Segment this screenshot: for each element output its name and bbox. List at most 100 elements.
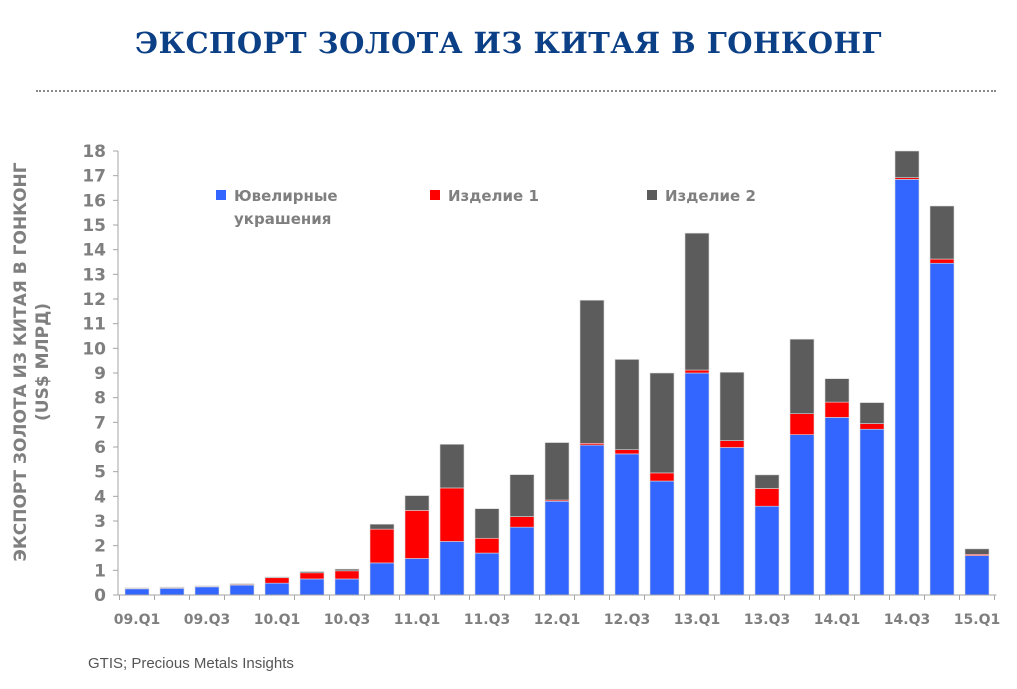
legend-label-2: Изделие 1 [448, 187, 539, 205]
bar-10.Q2-series-1 [299, 578, 325, 596]
bar-12.Q4-series-3 [649, 372, 675, 474]
bar-14.Q3-series-3 [894, 150, 920, 178]
bar-09.Q2-series-1 [159, 588, 185, 596]
x-tick-label: 10.Q1 [254, 612, 300, 628]
legend-swatch-3 [647, 190, 657, 200]
bar-12.Q3-series-1 [614, 453, 640, 596]
x-tick-label: 11.Q3 [464, 612, 510, 628]
y-tick-label: 16 [82, 191, 106, 211]
bar-11.Q4-series-2 [509, 516, 535, 528]
x-tick-label: 09.Q3 [184, 612, 230, 628]
x-tick-label: 15.Q1 [954, 612, 1000, 628]
x-tick-label: 09.Q1 [114, 612, 160, 628]
bar-10.Q3-series-2 [334, 570, 360, 580]
bar-14.Q1-series-3 [824, 378, 850, 403]
y-tick-label: 14 [82, 241, 106, 261]
y-tick-label: 5 [94, 463, 106, 483]
bar-13.Q1-series-1 [684, 372, 710, 596]
bar-13.Q4-series-2 [789, 413, 815, 435]
bar-11.Q3-series-3 [474, 508, 500, 539]
bars-group [124, 150, 990, 596]
bar-12.Q2-series-3 [579, 299, 605, 444]
y-tick-label: 9 [94, 364, 106, 384]
bar-12.Q4-series-2 [649, 472, 675, 482]
bar-13.Q2-series-2 [719, 440, 745, 448]
y-tick-label: 8 [94, 389, 106, 409]
y-tick-label: 13 [82, 265, 106, 285]
bar-14.Q4-series-1 [929, 262, 955, 596]
bar-11.Q2-series-2 [439, 487, 465, 542]
y-axis-label-line1: ЭКСПОРТ ЗОЛОТА ИЗ КИТАЯ В ГОНКОНГ [11, 162, 31, 561]
bar-13.Q4-series-3 [789, 338, 815, 414]
bar-12.Q2-series-1 [579, 444, 605, 596]
y-tick-label: 17 [82, 167, 106, 187]
bar-13.Q1-series-3 [684, 232, 710, 371]
bar-11.Q3-series-1 [474, 552, 500, 596]
bar-10.Q4-series-3 [369, 523, 395, 530]
bar-12.Q1-series-1 [544, 500, 570, 596]
legend-label-1: Ювелирные [234, 187, 338, 205]
bar-12.Q3-series-2 [614, 449, 640, 455]
x-tick-label: 14.Q3 [884, 612, 930, 628]
legend: Ювелирные украшения Изделие 1 Изделие 2 [216, 187, 756, 228]
bar-14.Q4-series-2 [929, 258, 955, 264]
source-note: GTIS; Precious Metals Insights [88, 655, 294, 672]
bar-13.Q1-series-2 [684, 369, 710, 374]
legend-label-1: украшения [234, 210, 331, 228]
y-tick-label: 1 [94, 561, 106, 581]
y-tick-label: 18 [82, 142, 106, 162]
y-tick-label: 3 [94, 512, 106, 532]
chart-title: ЭКСПОРТ ЗОЛОТА ИЗ КИТАЯ В ГОНКОНГ [135, 26, 882, 60]
y-tick-label: 6 [94, 438, 106, 458]
bar-13.Q3-series-1 [754, 505, 780, 596]
y-tick-label: 12 [82, 290, 106, 310]
bar-12.Q3-series-3 [614, 359, 640, 451]
bar-11.Q1-series-3 [404, 495, 430, 511]
bar-10.Q1-series-1 [264, 582, 290, 596]
bar-11.Q2-series-1 [439, 541, 465, 596]
bar-11.Q4-series-3 [509, 474, 535, 517]
y-tick-label: 10 [82, 339, 106, 359]
bar-13.Q2-series-3 [719, 371, 745, 441]
bar-12.Q1-series-3 [544, 442, 570, 501]
legend-label-3: Изделие 2 [665, 187, 756, 205]
y-axis-label-line2: (US$ МЛРД) [33, 303, 53, 421]
y-tick-label: 0 [94, 586, 106, 606]
legend-swatch-2 [430, 190, 440, 200]
bar-10.Q3-series-3 [334, 568, 360, 572]
x-tick-label: 10.Q3 [324, 612, 370, 628]
x-tick-label: 13.Q1 [674, 612, 720, 628]
bar-14.Q2-series-2 [859, 423, 885, 430]
bar-10.Q4-series-2 [369, 528, 395, 564]
bar-10.Q2-series-2 [299, 572, 325, 580]
bar-13.Q3-series-3 [754, 474, 780, 489]
bar-14.Q2-series-3 [859, 402, 885, 424]
bar-09.Q3-series-1 [194, 586, 220, 596]
bar-10.Q4-series-1 [369, 562, 395, 596]
bar-14.Q1-series-2 [824, 401, 850, 418]
x-tick-label: 12.Q1 [534, 612, 580, 628]
bar-10.Q3-series-1 [334, 578, 360, 596]
bar-10.Q1-series-2 [264, 577, 290, 584]
bar-10.Q2-series-3 [299, 571, 325, 574]
y-tick-label: 2 [94, 537, 106, 557]
y-tick-label: 7 [94, 413, 106, 433]
bar-14.Q3-series-1 [894, 179, 920, 596]
bar-11.Q2-series-3 [439, 443, 465, 489]
bar-15.Q1-series-3 [964, 548, 990, 555]
bar-13.Q3-series-2 [754, 488, 780, 507]
bar-12.Q4-series-1 [649, 480, 675, 596]
bar-13.Q2-series-1 [719, 447, 745, 596]
bar-09.Q1-series-1 [124, 588, 150, 596]
bar-09.Q4-series-3 [229, 583, 255, 585]
legend-swatch-1 [216, 190, 226, 200]
bar-11.Q1-series-1 [404, 558, 430, 596]
bar-14.Q2-series-1 [859, 428, 885, 596]
bar-11.Q4-series-1 [509, 526, 535, 596]
y-tick-label: 11 [82, 315, 106, 335]
bar-10.Q1-series-3 [264, 576, 290, 579]
bar-11.Q3-series-2 [474, 537, 500, 554]
bar-09.Q4-series-1 [229, 584, 255, 596]
